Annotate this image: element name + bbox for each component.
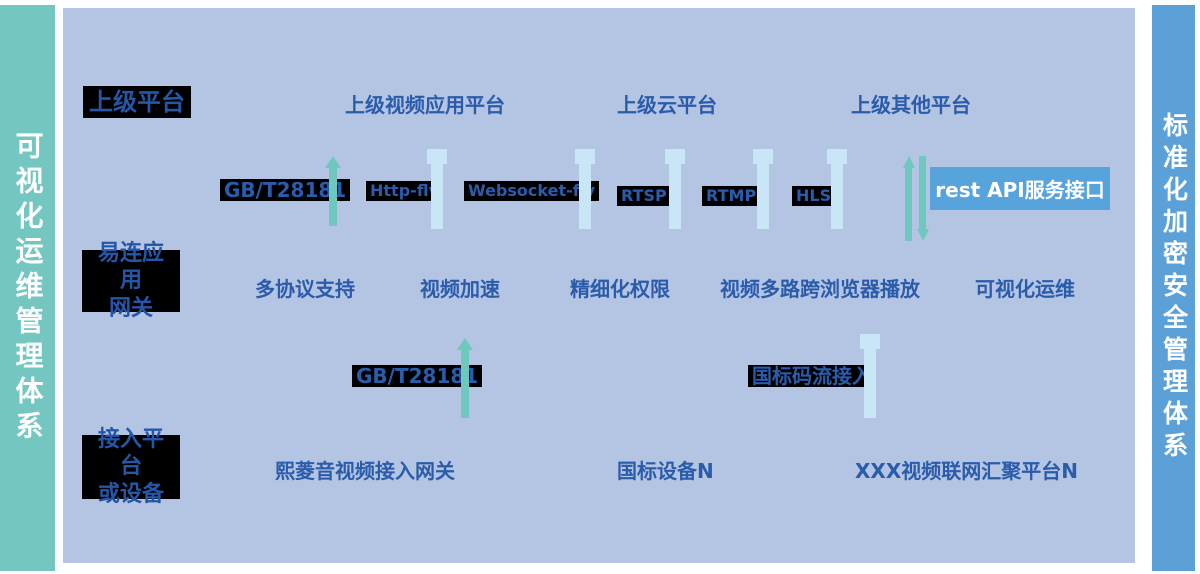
protocol-chip-websocket-flv: Websocket-flv [464,181,600,201]
up-arrow-icon [902,156,915,241]
access-item-xxx-aggregation-platform: XXX视频联网汇聚平台N [855,459,1078,483]
gateway-feature-visual-ops: 可视化运维 [975,277,1075,301]
access-item-xiling-gateway: 熙菱音视频接入网关 [275,459,455,483]
tier-label-access: 接入平台 或设备 [82,427,180,507]
up-arrow-icon [457,338,473,418]
stream-bar-icon [665,149,685,229]
access-item-guobiao-device: 国标设备N [617,459,714,483]
protocol-chip-hls: HLS [792,186,836,206]
stream-bar-icon [827,149,847,229]
protocol-chip-gbt28181-mid: GB/T28181 [352,365,483,387]
stream-bar-icon [575,149,595,229]
upper-platform-video: 上级视频应用平台 [345,93,505,117]
tier-label-upper-platform: 上级平台 [83,86,191,118]
upper-platform-cloud: 上级云平台 [617,93,717,117]
up-arrow-icon [325,156,341,226]
diagram-panel: 上级平台 上级视频应用平台 上级云平台 上级其他平台 GB/T28181 Htt… [63,8,1135,563]
protocol-chip-rtmp: RTMP [702,186,761,206]
gateway-feature-multiprotocol: 多协议支持 [255,277,355,301]
upper-platform-other: 上级其他平台 [851,93,971,117]
gateway-feature-multichannel-playback: 视频多路跨浏览器播放 [720,277,920,301]
left-banner-text: 可视化运维管理体系 [11,130,45,446]
rest-api-box: rest API服务接口 [930,167,1110,210]
protocol-chip-gbt28181-top: GB/T28181 [220,179,351,201]
gateway-feature-video-acceleration: 视频加速 [420,277,500,301]
stream-bar-icon [753,149,773,229]
right-banner: 标准化加密安全管理体系 [1152,5,1195,571]
protocol-chip-rtsp: RTSP [617,186,671,206]
stream-bar-icon [860,334,880,418]
left-banner: 可视化运维管理体系 [0,5,55,571]
protocol-chip-http-flv: Http-flv [366,181,444,201]
stream-bar-icon [427,149,447,229]
gateway-feature-fine-permission: 精细化权限 [570,277,670,301]
protocol-chip-guobiao-stream: 国标码流接入 [748,365,876,387]
right-banner-text: 标准化加密安全管理体系 [1159,112,1189,464]
tier-label-gateway: 易连应用 网关 [82,241,180,321]
down-arrow-icon [916,156,929,241]
